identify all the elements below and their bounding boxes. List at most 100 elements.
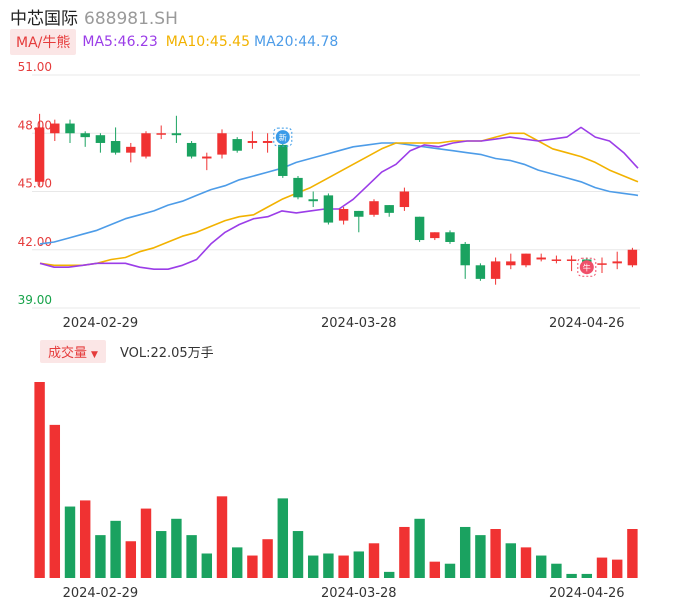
candle [521,253,531,268]
stock-name: 中芯国际 [10,9,78,29]
candle-body [262,141,273,143]
volume-selector-button[interactable]: 成交量 ▼ [40,339,106,363]
candle-body [323,195,334,223]
candle [338,207,349,225]
candle-body [202,156,212,159]
volume-bar [459,526,471,578]
ma10-line [39,132,639,267]
candle [551,255,562,264]
candle-body [126,146,136,153]
candlesticks [34,113,638,285]
volume-bar [596,557,608,578]
candle-body [369,201,379,215]
candle-body [141,133,151,157]
ma5-legend-label: MA5:46.23 [82,34,158,50]
candle [323,193,334,225]
candle-body [521,253,531,266]
date-tick-label: 2024-04-26 [549,586,625,601]
volume-bars [34,382,638,578]
candle [232,137,242,153]
candle [475,263,486,281]
volume-bar [201,553,213,578]
volume-bar [95,535,106,578]
volume-bar [34,382,45,578]
candle [202,152,212,171]
candle-body [354,210,364,217]
volume-bar [627,529,638,578]
candle-body [293,177,303,198]
volume-bar [64,506,76,578]
candle [110,127,121,155]
bull-marker-dot [579,260,594,275]
volume-bar [490,529,501,578]
candle [171,115,182,143]
volume-bar [368,543,380,578]
stock-header: 中芯国际 688981.SH [10,4,178,29]
volume-bar [277,498,289,578]
candle [354,210,364,233]
candle [597,257,607,274]
candle [278,142,288,178]
caret-down-icon: ▼ [91,349,98,360]
candle [65,119,75,143]
bull-marker-frame [577,257,597,277]
ma-selector-button[interactable]: MA/牛熊 [10,29,77,55]
date-tick-label: 2024-02-29 [63,586,139,601]
price-tick-label: 45.00 [18,177,52,191]
candle [141,131,151,159]
volume-bar [414,518,425,578]
price-tick-label: 48.00 [18,118,52,132]
candle-body [278,144,288,176]
volume-bar [611,559,623,578]
price-axis: 51.00 48.00 45.00 42.00 39.00 [18,60,52,307]
candle [50,119,60,142]
volume-bar [399,526,410,578]
volume-bar [520,547,532,578]
candle-body [80,133,90,138]
date-tick-label: 2024-04-26 [549,316,625,331]
date-axis-bottom: 2024-02-29 2024-03-28 2024-04-26 [63,586,625,601]
candle-body [232,139,242,151]
bull-marker: 牛 [577,257,597,277]
price-tick-label: 42.00 [18,235,52,249]
candle [95,133,106,153]
volume-legend: 成交量 ▼ VOL:22.05万手 [40,339,214,363]
ma20-legend-label: MA20:44.78 [254,34,339,50]
candle-body [490,261,501,279]
candle [217,129,227,159]
volume-bar [505,543,517,578]
candle [34,113,45,186]
signal-markers: 新牛 [273,127,597,277]
volume-bar [125,541,137,578]
candle [186,141,197,159]
candle [308,191,318,208]
candle [627,247,638,268]
candle [80,131,90,147]
volume-bar [79,500,91,578]
candle-body [34,127,45,182]
volume-bar [353,551,365,578]
candle-body [247,141,258,143]
ma20-line [39,142,639,245]
stock-code: 688981.SH [84,9,178,29]
candle-body [627,249,638,266]
volume-bar [535,555,547,578]
new-high-marker: 新 [273,127,293,147]
candle-body [65,123,75,134]
candle [156,125,166,140]
candle [126,142,136,163]
volume-bar [292,531,304,578]
date-tick-label: 2024-03-28 [321,586,397,601]
candle-body [597,263,607,265]
bull-marker-text: 牛 [583,263,591,273]
candle [460,241,470,279]
volume-bar [323,553,334,578]
volume-bar [444,563,456,578]
candle [506,253,516,270]
candle-body [506,261,516,266]
date-tick-label: 2024-03-28 [321,316,397,331]
candle-body [445,232,455,242]
candle-body [95,135,106,143]
volume-bar [551,563,562,578]
